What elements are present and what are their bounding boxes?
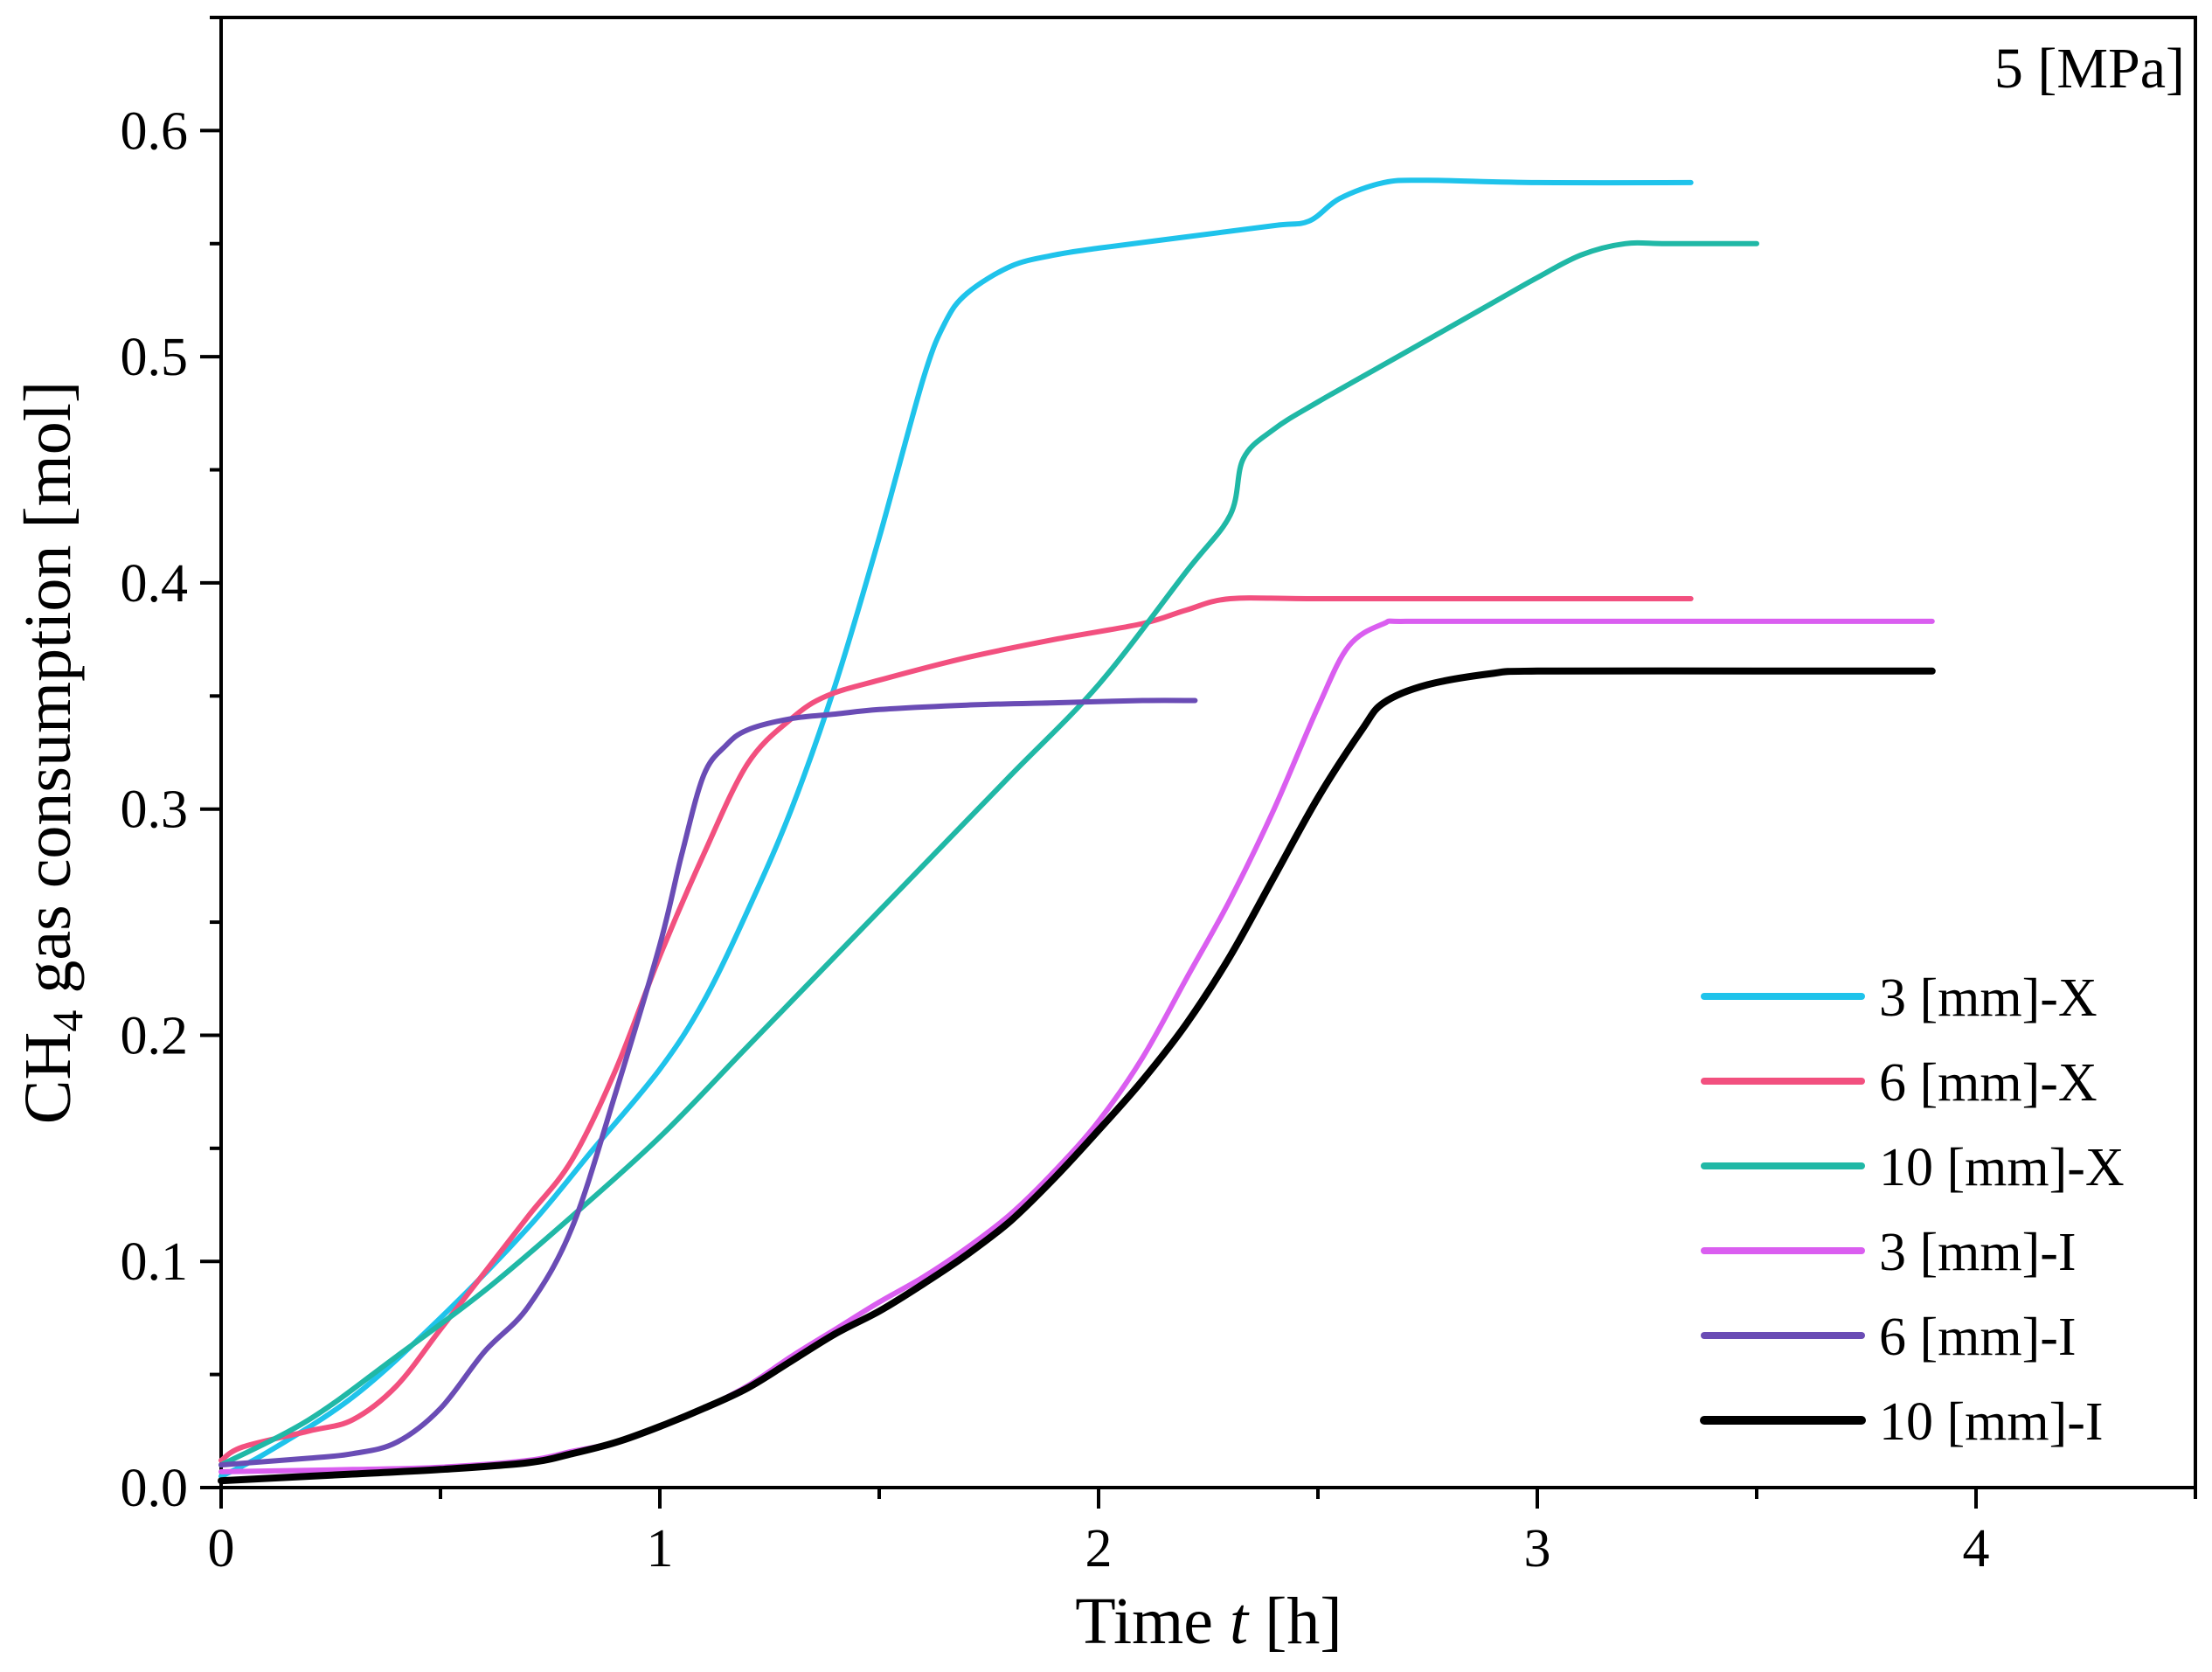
plot-frame xyxy=(219,16,2197,1489)
y-tick-label: 0.2 xyxy=(121,1006,189,1065)
y-tick-label: 0.4 xyxy=(121,554,189,614)
y-tick-label: 0.0 xyxy=(121,1459,189,1518)
y-axis-title-suffix: gas consumption [mol] xyxy=(11,381,85,1010)
series-line-3-mm-i xyxy=(218,618,1935,1474)
y-tick-label: 0.5 xyxy=(121,328,189,387)
y-tick-label: 0.6 xyxy=(121,101,189,161)
series-line-6-mm-x xyxy=(218,595,1694,1463)
series-line-3-mm-x xyxy=(218,177,1694,1480)
legend-label: 3 [mm]-X xyxy=(1879,968,2098,1028)
x-axis-title: Time t [h] xyxy=(1075,1585,1342,1658)
y-axis-title-sub: 4 xyxy=(43,1010,92,1032)
x-tick-label: 4 xyxy=(1963,1519,1990,1578)
x-axis-title-suffix: [h] xyxy=(1248,1585,1342,1658)
y-axis-title: CH4 gas consumption [mol] xyxy=(11,381,92,1124)
y-axis-ticks: 0.0 0.1 0.2 0.3 0.4 0.5 0.6 xyxy=(121,16,221,1518)
x-tick-label: 1 xyxy=(647,1519,674,1578)
y-tick-label: 0.3 xyxy=(121,780,189,840)
legend: 3 [mm]-X 6 [mm]-X 10 [mm]-X 3 [mm]-I 6 [mm]-… xyxy=(1700,968,2125,1452)
y-axis-title-prefix: CH xyxy=(11,1032,85,1125)
series-line-6-mm-i xyxy=(218,697,1198,1468)
pressure-annotation: 5 [MPa] xyxy=(1994,37,2185,101)
y-tick-label: 0.1 xyxy=(121,1232,189,1292)
legend-label: 10 [mm]-I xyxy=(1879,1392,2104,1452)
series-lines xyxy=(218,177,1936,1485)
x-axis-ticks: 0 1 2 3 4 xyxy=(208,1488,2197,1578)
x-tick-label: 2 xyxy=(1085,1519,1113,1578)
legend-label: 6 [mm]-I xyxy=(1879,1308,2077,1367)
legend-label: 3 [mm]-I xyxy=(1879,1223,2077,1282)
legend-label: 10 [mm]-X xyxy=(1879,1138,2125,1197)
x-axis-title-prefix: Time xyxy=(1075,1585,1230,1658)
legend-label: 6 [mm]-X xyxy=(1879,1053,2098,1113)
series-line-10-mm-i xyxy=(218,667,1936,1485)
x-tick-label: 3 xyxy=(1524,1519,1551,1578)
x-tick-label: 0 xyxy=(208,1519,235,1578)
series-line-10-mm-x xyxy=(218,239,1759,1468)
x-axis-title-var: t xyxy=(1230,1585,1250,1658)
